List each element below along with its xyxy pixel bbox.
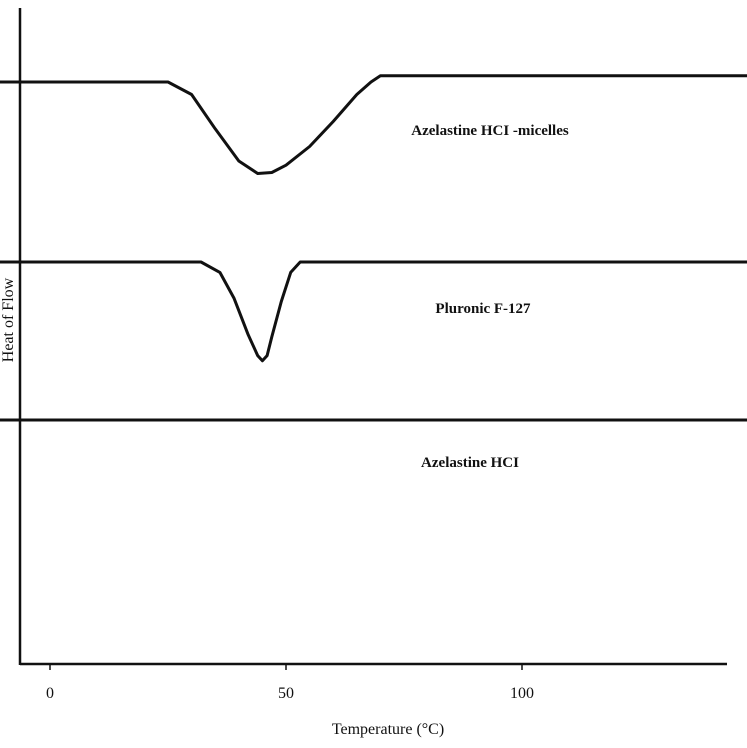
series-label-1: Azelastine HCI -micelles bbox=[411, 123, 569, 139]
series-label-2: Pluronic F-127 bbox=[435, 301, 531, 317]
x-tick-label: 50 bbox=[278, 685, 294, 702]
x-tick-label: 0 bbox=[46, 685, 54, 702]
curves-layer bbox=[0, 74, 747, 422]
series-line-2 bbox=[0, 260, 747, 363]
y-axis-label: Heat of Flow bbox=[0, 277, 17, 362]
series-labels-layer: Azelastine HCI -micelles Pluronic F-127 Az… bbox=[411, 123, 569, 471]
series-label-3: Azelastine HCI bbox=[421, 455, 519, 471]
x-axis-label: Temperature (°C) bbox=[332, 721, 444, 738]
x-ticks-layer: 050100150200250 bbox=[46, 664, 747, 702]
series-line-3 bbox=[0, 418, 747, 422]
series-line-1 bbox=[0, 74, 747, 175]
x-tick-label: 100 bbox=[510, 685, 534, 702]
